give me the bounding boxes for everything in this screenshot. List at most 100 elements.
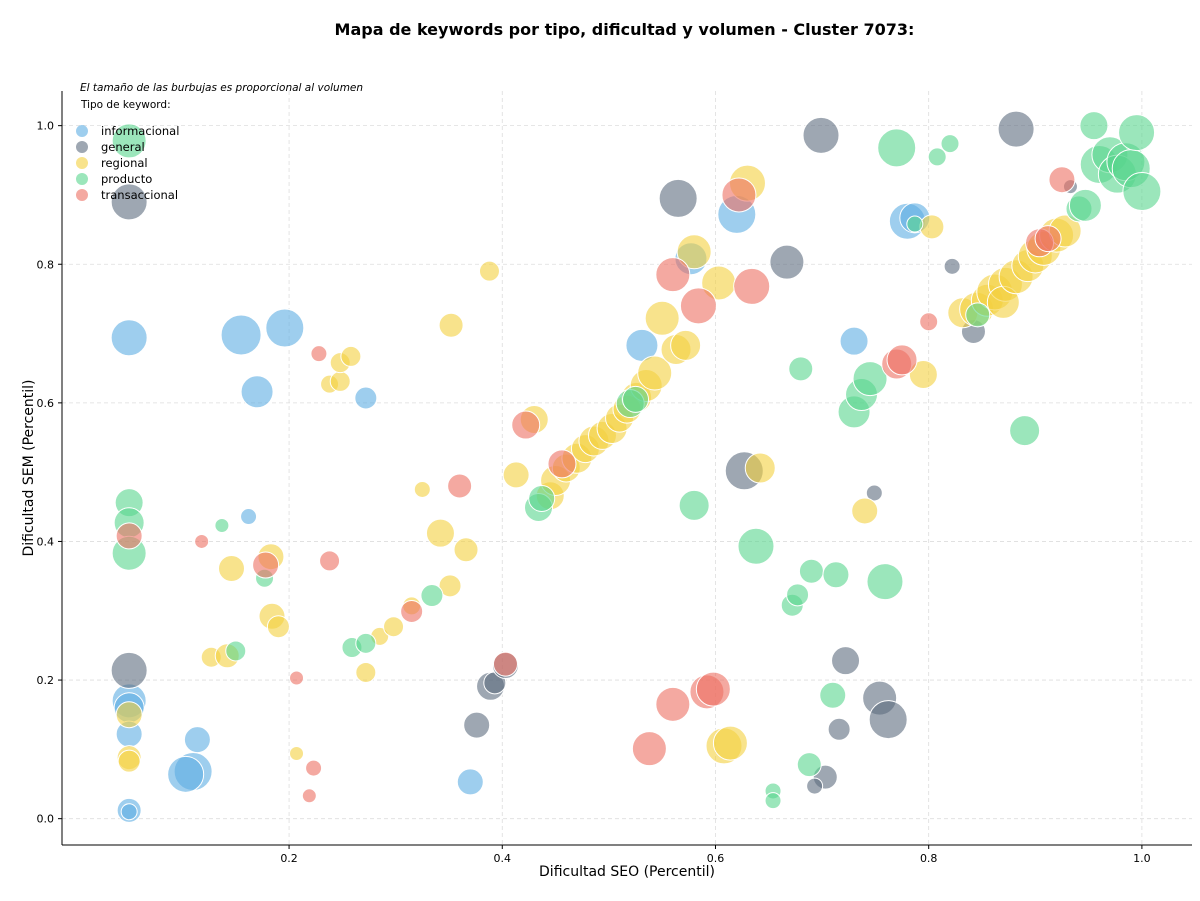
bubble-general-17 bbox=[997, 110, 1035, 148]
bubble-general-0 bbox=[110, 183, 148, 221]
bubble-regional-2 bbox=[115, 701, 143, 729]
bubble-general-1 bbox=[110, 651, 148, 689]
bubble-producto-23 bbox=[819, 681, 847, 709]
y-tick-label-0: 0.0 bbox=[37, 813, 55, 826]
chart-title: Mapa de keywords por tipo, dificultad y … bbox=[334, 20, 915, 39]
bubble-general-9 bbox=[802, 116, 840, 154]
bubble-general-16 bbox=[806, 777, 824, 795]
legend-label-regional: regional bbox=[101, 156, 148, 170]
bubble-producto-43 bbox=[1118, 114, 1156, 152]
y-tick-label-1: 0.2 bbox=[37, 674, 55, 687]
grid bbox=[62, 91, 1192, 845]
legend-marker-transaccional bbox=[76, 189, 88, 201]
bubble-producto-20 bbox=[788, 356, 814, 382]
bubble-layer bbox=[110, 110, 1162, 823]
bubble-transaccional-18 bbox=[695, 671, 731, 707]
x-tick-label-2: 0.6 bbox=[707, 852, 725, 865]
bubble-transaccional-0 bbox=[115, 522, 143, 550]
bubble-informacional-11 bbox=[167, 755, 205, 793]
bubble-regional-9 bbox=[289, 746, 305, 762]
bubble-producto-33 bbox=[965, 302, 991, 328]
bubble-producto-13 bbox=[622, 385, 650, 413]
bubble-transaccional-19 bbox=[721, 177, 757, 213]
bubble-producto-15 bbox=[737, 527, 775, 565]
bubble-informacional-9 bbox=[183, 726, 211, 754]
bubble-transaccional-10 bbox=[492, 651, 518, 677]
bubble-regional-45 bbox=[712, 725, 748, 761]
y-tick-label-4: 0.8 bbox=[37, 258, 55, 271]
bubble-regional-50 bbox=[919, 214, 945, 240]
bubble-general-18 bbox=[943, 257, 961, 275]
bubble-regional-8 bbox=[266, 615, 290, 639]
bubble-informacional-1 bbox=[220, 314, 262, 356]
bubble-regional-21 bbox=[438, 312, 464, 338]
legend-title: Tipo de keyword: bbox=[80, 99, 171, 111]
bubble-transaccional-1 bbox=[194, 533, 210, 549]
bubble-producto-8 bbox=[355, 632, 377, 654]
bubble-regional-1 bbox=[117, 749, 141, 773]
bubble-producto-27 bbox=[852, 361, 888, 397]
y-tick-label-2: 0.4 bbox=[37, 535, 55, 548]
legend-marker-regional bbox=[76, 157, 88, 169]
legend-label-general: general bbox=[101, 140, 145, 154]
bubble-transaccional-23 bbox=[919, 312, 939, 332]
axes bbox=[61, 91, 1192, 846]
bubble-transaccional-11 bbox=[511, 410, 541, 440]
bubble-general-5 bbox=[463, 711, 491, 739]
bubble-regional-39 bbox=[644, 300, 680, 336]
bubble-producto-5 bbox=[225, 640, 247, 662]
bubble-regional-14 bbox=[355, 661, 377, 683]
bubble-producto-22 bbox=[798, 558, 824, 584]
bubble-regional-41 bbox=[670, 329, 702, 361]
y-tick-label-5: 1.0 bbox=[37, 120, 55, 133]
bubble-transaccional-2 bbox=[252, 551, 280, 579]
bubble-transaccional-20 bbox=[733, 267, 771, 305]
bubble-transaccional-22 bbox=[886, 344, 918, 376]
bubble-producto-9 bbox=[420, 584, 444, 608]
legend-marker-informacional bbox=[76, 125, 88, 137]
legend: Tipo de keyword: informacional general reg… bbox=[76, 99, 179, 202]
bubble-transaccional-3 bbox=[289, 670, 305, 686]
bubble-transaccional-12 bbox=[547, 449, 577, 479]
bubble-producto-11 bbox=[528, 484, 556, 512]
x-tick-label-4: 1.0 bbox=[1133, 852, 1151, 865]
legend-marker-general bbox=[76, 141, 88, 153]
bubble-transaccional-24 bbox=[1048, 166, 1076, 194]
y-axis-title: Dificultad SEM (Percentil) bbox=[21, 380, 37, 557]
bubble-regional-18 bbox=[413, 480, 431, 498]
bubble-regional-5 bbox=[218, 554, 245, 582]
bubble-producto-0 bbox=[111, 123, 147, 159]
x-tick-label-3: 0.8 bbox=[920, 852, 938, 865]
legend-label-transaccional: transaccional bbox=[101, 188, 178, 202]
bubble-regional-47 bbox=[744, 452, 776, 484]
bubble-transaccional-13 bbox=[631, 731, 667, 767]
bubble-transaccional-6 bbox=[310, 345, 328, 363]
legend-marker-producto bbox=[76, 173, 88, 185]
bubble-producto-44 bbox=[1122, 171, 1162, 211]
bubble-general-11 bbox=[827, 717, 851, 741]
bubble-general-13 bbox=[868, 700, 908, 740]
bubble-producto-28 bbox=[866, 563, 904, 601]
bubble-informacional-0 bbox=[110, 319, 148, 357]
bubble-general-14 bbox=[865, 484, 883, 502]
tick-labels: 0.2 0.4 0.6 0.8 1.0 0.0 0.2 0.4 0.6 0.8 1.0 bbox=[37, 120, 1151, 865]
bubble-producto-24 bbox=[822, 561, 850, 589]
x-tick-label-1: 0.4 bbox=[494, 852, 512, 865]
bubble-producto-21 bbox=[796, 752, 822, 778]
bubble-producto-29 bbox=[877, 128, 917, 168]
x-tick-label-0: 0.2 bbox=[280, 852, 298, 865]
bubble-informacional-18 bbox=[839, 326, 869, 356]
bubble-regional-38 bbox=[637, 355, 673, 391]
legend-label-producto: producto bbox=[101, 172, 152, 186]
bubble-regional-22 bbox=[453, 537, 479, 563]
bubble-regional-24 bbox=[502, 461, 530, 489]
bubble-producto-17 bbox=[764, 792, 782, 810]
bubble-producto-36 bbox=[1068, 188, 1102, 222]
bubble-informacional-4 bbox=[354, 386, 378, 410]
bubble-transaccional-14 bbox=[655, 686, 691, 722]
bubble-general-6 bbox=[658, 178, 698, 218]
bubble-size-note: El tamaño de las burbujas es proporciona… bbox=[80, 82, 363, 94]
bubble-informacional-14 bbox=[456, 768, 484, 796]
bubble-regional-20 bbox=[438, 574, 462, 598]
